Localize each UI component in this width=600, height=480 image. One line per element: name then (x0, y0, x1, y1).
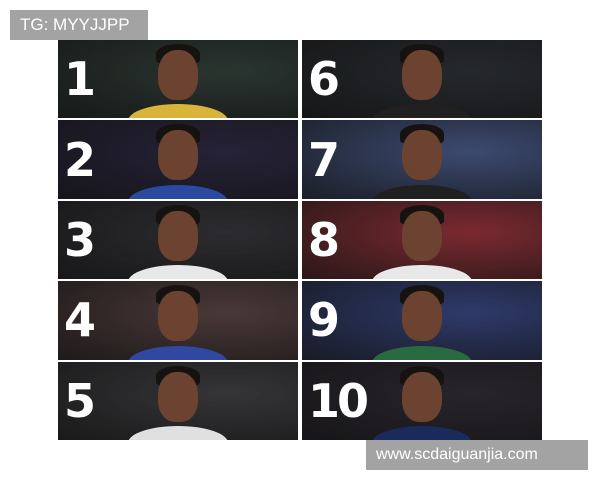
rank-number: 1 (64, 52, 96, 107)
player-photo (402, 291, 442, 342)
player-photo (158, 50, 198, 100)
watermark-telegram: TG: MYYJJPP (10, 10, 148, 40)
player-photo (402, 130, 442, 181)
rank-number: 2 (64, 132, 96, 187)
player-panel: 2 (58, 120, 298, 199)
rank-number: 3 (64, 212, 96, 267)
rank-number: 7 (308, 132, 340, 187)
player-photo (402, 50, 442, 100)
rank-number: 6 (308, 52, 340, 107)
player-photo (402, 210, 442, 261)
watermark-website: www.scdaiguanjia.com (366, 440, 588, 470)
rank-number: 5 (64, 373, 96, 428)
player-panel: 6 (302, 40, 542, 119)
player-panel: 4 (58, 281, 298, 360)
rank-number: 4 (64, 293, 96, 348)
player-photo (158, 291, 198, 342)
rank-number: 8 (308, 212, 340, 267)
player-panel: 5 (58, 361, 298, 440)
rank-number: 10 (308, 373, 369, 428)
player-panel: 7 (302, 120, 542, 199)
player-ranking-collage: 1 2 3 4 5 6 7 8 9 10 (58, 40, 542, 440)
player-panel: 10 (302, 361, 542, 440)
player-panel: 3 (58, 200, 298, 280)
player-panel: 1 (58, 40, 298, 119)
player-panel: 8 (302, 200, 542, 280)
player-photo (158, 371, 198, 422)
rank-number: 9 (308, 293, 340, 348)
player-panel: 9 (302, 281, 542, 360)
player-photo (158, 130, 198, 181)
player-photo (402, 371, 442, 422)
player-photo (158, 210, 198, 261)
